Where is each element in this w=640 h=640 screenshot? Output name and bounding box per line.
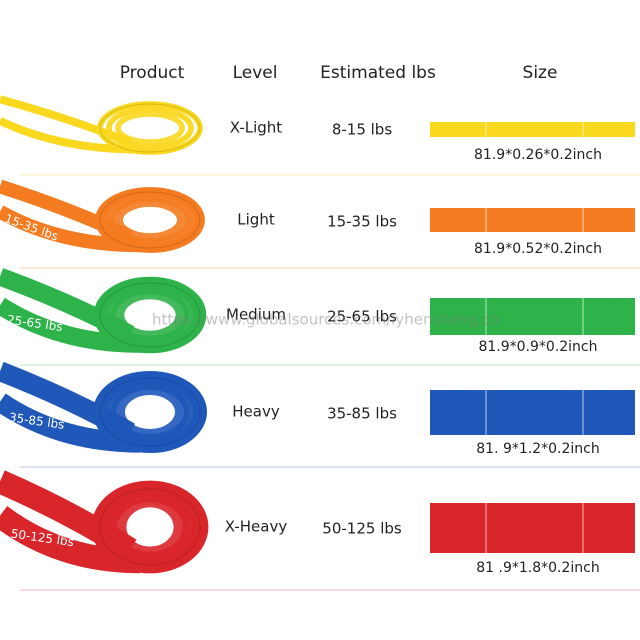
- size-label: 81.9*0.9*0.2inch: [478, 339, 597, 355]
- band-row: 25-65 lbs: [0, 268, 207, 354]
- band-label: 15-35 lbs: [3, 211, 60, 243]
- band-coil-edge: [99, 488, 201, 566]
- level: Light: [237, 211, 275, 229]
- band-coil: [111, 381, 189, 443]
- header-product: Product: [120, 63, 185, 83]
- size-label: 81.9*0.52*0.2inch: [474, 241, 602, 257]
- size-bar: [430, 208, 635, 232]
- header-estimated: Estimated lbs: [320, 63, 436, 83]
- header-size: Size: [523, 63, 558, 83]
- watermark: https://www.globalsources.com/lyhensheng…: [152, 311, 500, 329]
- size-bar: [430, 298, 635, 335]
- size-bar: [430, 503, 635, 553]
- band-coil-edge: [99, 377, 201, 447]
- size-bar: [430, 390, 635, 435]
- band-coil: [95, 187, 205, 253]
- band-coil: [109, 490, 191, 564]
- level: X-Light: [230, 119, 282, 137]
- estimated-lbs: 25-65 lbs: [327, 308, 397, 326]
- band-coil: [113, 197, 187, 243]
- band-row: 50-125 lbs: [0, 470, 209, 574]
- band-coil-edge: [99, 103, 201, 153]
- size-label: 81.9*0.26*0.2inch: [474, 147, 602, 163]
- estimated-lbs: 8-15 lbs: [332, 121, 393, 139]
- header-level: Level: [233, 63, 278, 83]
- band-coil: [106, 106, 194, 150]
- band-coil-edge: [99, 191, 201, 249]
- band-coil: [111, 286, 189, 344]
- band-row: 15-35 lbs: [0, 179, 205, 253]
- band-coil-edge: [99, 282, 201, 348]
- band-row: 35-85 lbs: [0, 361, 207, 453]
- band-coil: [115, 111, 185, 145]
- level: Heavy: [232, 403, 280, 421]
- estimated-lbs: 35-85 lbs: [327, 405, 397, 423]
- estimated-lbs: 50-125 lbs: [322, 520, 402, 538]
- estimated-lbs: 15-35 lbs: [327, 213, 397, 231]
- level: Medium: [226, 306, 286, 324]
- band-row: [0, 95, 203, 155]
- band-coil: [97, 101, 203, 155]
- size-bar: [430, 122, 635, 137]
- size-label: 81. 9*1.2*0.2inch: [476, 441, 599, 457]
- band-coil: [104, 192, 196, 248]
- size-label: 81 .9*1.8*0.2inch: [476, 560, 599, 576]
- level: X-Heavy: [225, 518, 288, 536]
